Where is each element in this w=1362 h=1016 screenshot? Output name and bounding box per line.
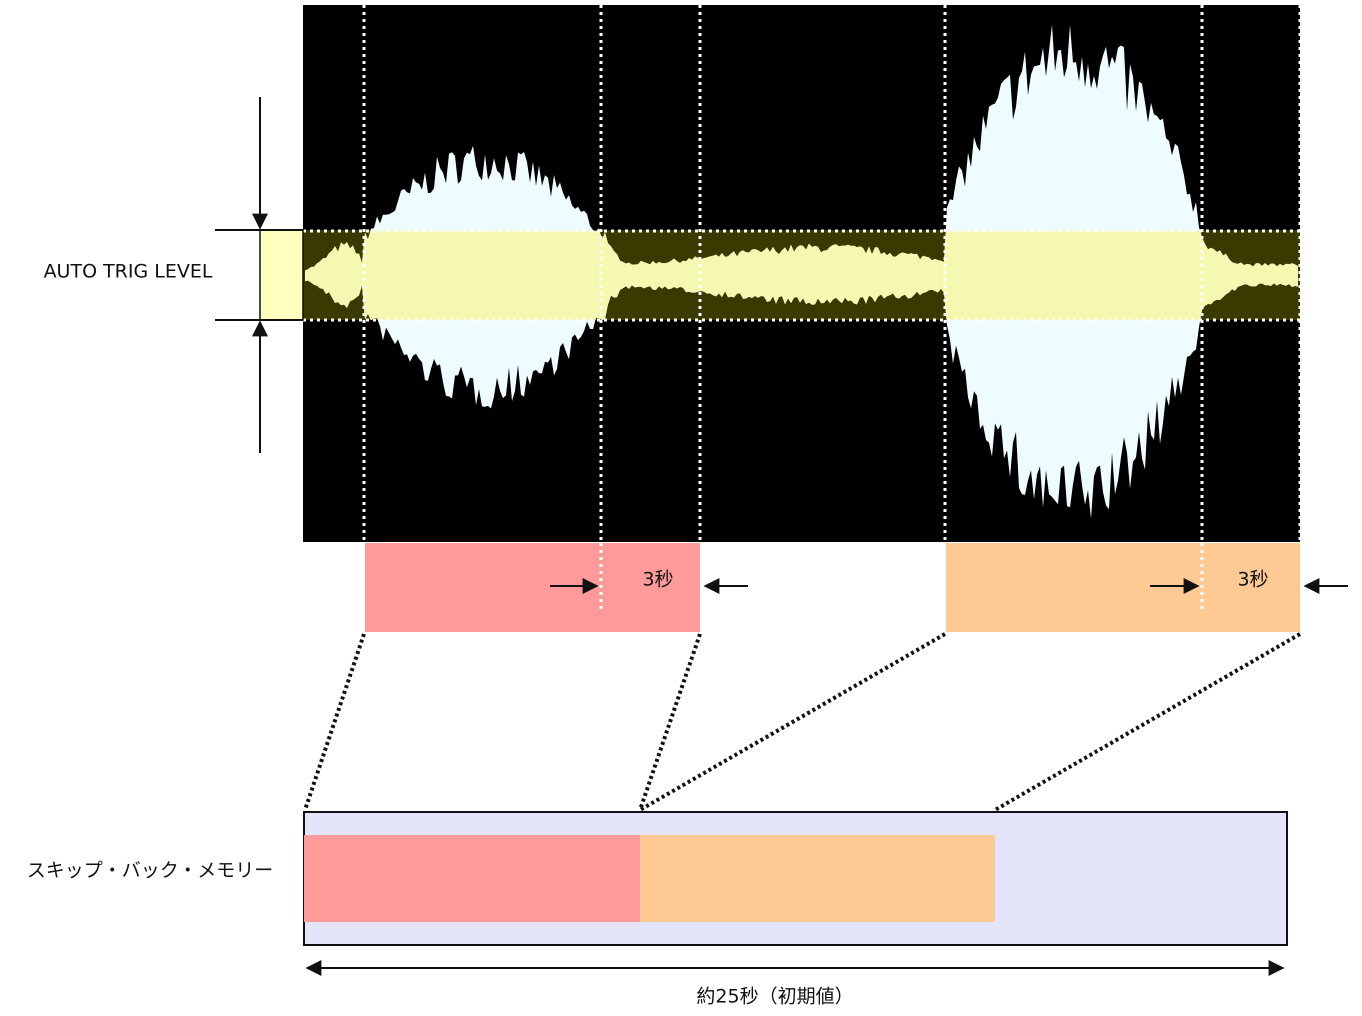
memory-segment-1 — [304, 835, 640, 922]
connector — [640, 634, 945, 810]
auto-trig-label: AUTO TRIG LEVEL — [44, 261, 213, 283]
memory-label: スキップ・バック・メモリー — [27, 860, 274, 882]
connector — [995, 634, 1300, 810]
connector — [305, 634, 364, 810]
release-label: 3秒 — [1237, 569, 1268, 591]
trig-level-box — [260, 230, 303, 320]
connector — [640, 634, 700, 810]
release-label: 3秒 — [642, 569, 673, 591]
memory-segment-2 — [640, 835, 995, 922]
duration-label: 約25秒（初期値） — [696, 986, 853, 1008]
diagram: AUTO TRIG LEVEL 3秒 3秒 スキップ・バック・メモリー 約25秒… — [0, 0, 1362, 1016]
